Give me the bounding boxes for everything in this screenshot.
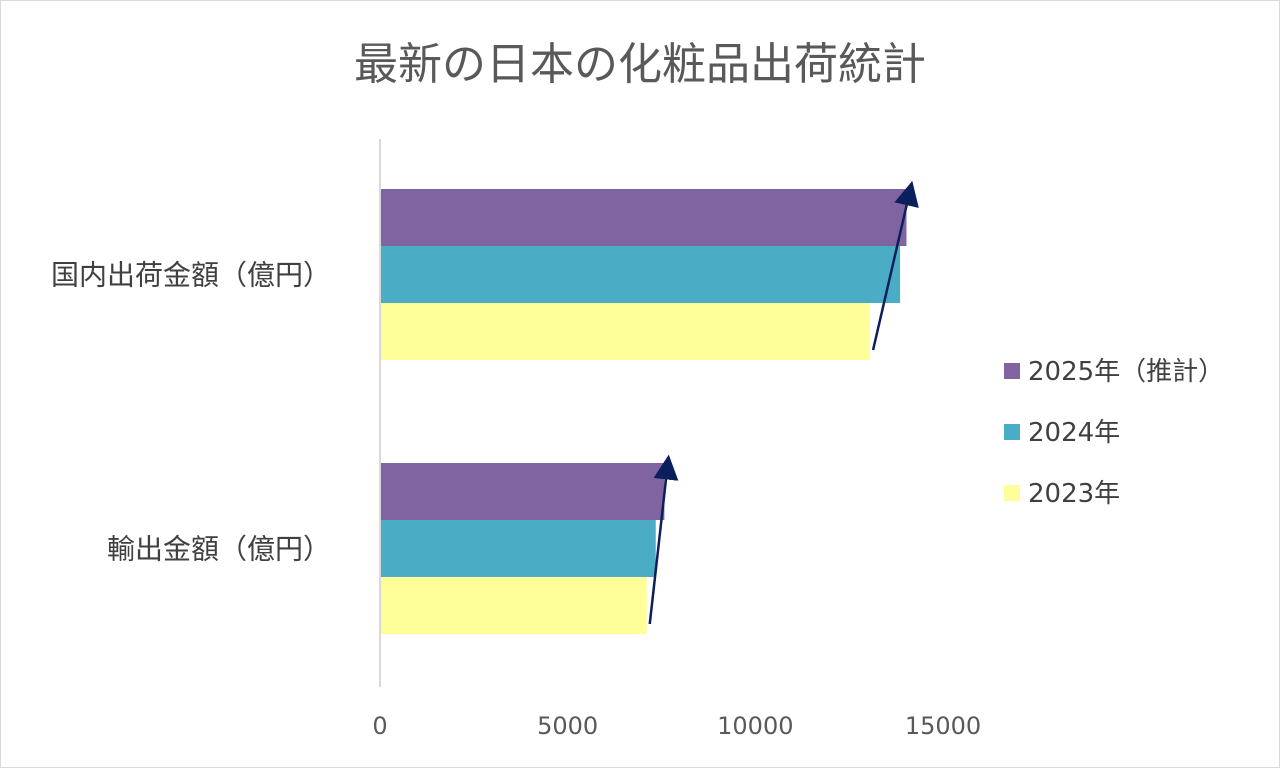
x-tick-label: 10000 [717,712,793,740]
legend: 2025年（推計） 2024年 2023年 [1004,357,1224,509]
bar [381,577,647,634]
annotations-layer [648,180,919,625]
bar [381,189,907,246]
bar [381,246,901,303]
x-axis-ticks: 0 5000 10000 15000 [372,712,981,740]
legend-swatch [1004,485,1020,501]
chart-title: 最新の日本の化粧品出荷統計 [354,39,926,90]
legend-label: 2024年 [1028,418,1120,448]
bar [381,303,871,360]
bars-layer [381,189,907,634]
legend-label: 2023年 [1028,479,1120,509]
legend-label: 2025年（推計） [1028,357,1224,387]
bar [381,463,665,520]
legend-swatch [1004,424,1020,440]
x-tick-label: 15000 [905,712,981,740]
category-label: 輸出金額（億円） [107,533,331,566]
category-labels: 国内出荷金額（億円） 輸出金額（億円） [51,259,331,566]
bar [381,520,656,577]
trend-arrow [871,180,919,351]
x-tick-label: 0 [372,712,387,740]
trend-arrow [648,454,679,625]
category-label: 国内出荷金額（億円） [51,259,331,292]
legend-swatch [1004,363,1020,379]
x-tick-label: 5000 [537,712,598,740]
